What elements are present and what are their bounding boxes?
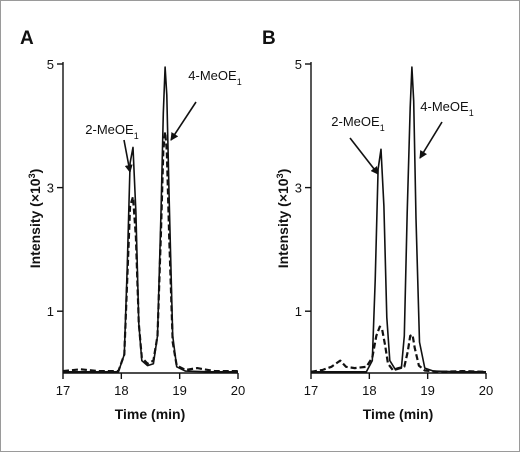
x-tick-label: 20 bbox=[479, 383, 493, 398]
y-tick-label: 5 bbox=[295, 57, 302, 72]
x-tick-label: 19 bbox=[172, 383, 186, 398]
x-tick-label: 18 bbox=[114, 383, 128, 398]
panel-label: B bbox=[262, 28, 276, 49]
y-tick-label: 1 bbox=[47, 304, 54, 319]
panel-a: A 17 18 19 20 1 3 5 Time (min) Intensity (×103) 2-… bbox=[20, 28, 245, 422]
y-axis-title: Intensity (×103) bbox=[27, 169, 43, 269]
peak-annotation-label: 4-MeOE1 bbox=[188, 68, 241, 87]
peak-annotation-label: 2-MeOE1 bbox=[331, 114, 384, 133]
dashed-trace bbox=[62, 130, 238, 373]
peak-arrow bbox=[170, 101, 197, 141]
y-axis-title: Intensity (×103) bbox=[275, 169, 291, 269]
y-tick-label: 5 bbox=[47, 57, 54, 72]
peak-arrow bbox=[419, 121, 443, 159]
peak-annotation-label: 4-MeOE1 bbox=[420, 99, 473, 118]
x-tick-label: 17 bbox=[304, 383, 318, 398]
y-tick-label: 3 bbox=[295, 181, 302, 196]
x-tick-label: 17 bbox=[56, 383, 70, 398]
peak-annotation-label: 2-MeOE1 bbox=[85, 122, 138, 141]
y-tick-label: 1 bbox=[295, 304, 302, 319]
x-tick-label: 18 bbox=[362, 383, 376, 398]
x-tick-label: 19 bbox=[420, 383, 434, 398]
x-tick-label: 20 bbox=[231, 383, 245, 398]
dashed-trace bbox=[310, 325, 487, 373]
x-axis-title: Time (min) bbox=[115, 406, 186, 422]
peak-arrow bbox=[123, 139, 133, 173]
peak-arrow bbox=[349, 137, 379, 175]
panel-label: A bbox=[20, 28, 34, 49]
solid-trace bbox=[63, 66, 238, 373]
x-axis-title: Time (min) bbox=[363, 406, 434, 422]
y-tick-label: 3 bbox=[47, 181, 54, 196]
panel-b: B 17 18 19 20 1 3 5 Time (min) Intensity (×103) 2-… bbox=[262, 28, 493, 422]
